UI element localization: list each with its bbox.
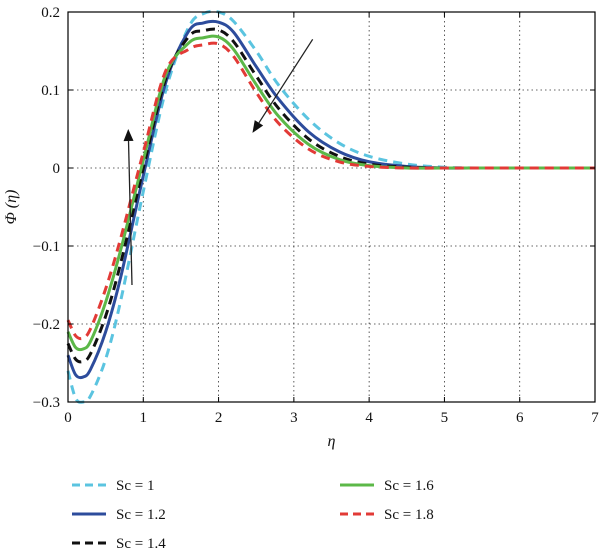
y-ticks: −0.3 −0.2 −0.1 0 0.1 0.2 [33, 5, 595, 411]
legend-label: Sc = 1.6 [384, 478, 434, 494]
x-tick-label: 4 [365, 410, 373, 426]
x-tick-label: 2 [215, 410, 223, 426]
x-tick-label: 5 [441, 410, 449, 426]
y-tick-label: −0.3 [33, 395, 60, 411]
y-axis-label: Φ (η) [3, 190, 20, 225]
legend-item: Sc = 1.8 [340, 507, 434, 523]
x-ticks: 0 1 2 3 4 5 6 7 [64, 12, 599, 426]
y-tick-label: 0.2 [41, 5, 60, 21]
x-tick-label: 1 [140, 410, 148, 426]
legend-label: Sc = 1.8 [384, 507, 434, 523]
y-tick-label: 0.1 [41, 83, 60, 99]
legend-label: Sc = 1.2 [116, 507, 166, 523]
series-lines [66, 9, 595, 404]
series-line-2 [66, 19, 595, 380]
legend: Sc = 1 Sc = 1.2 Sc = 1.4 Sc = 1.6 Sc = 1.8 [72, 478, 434, 552]
legend-item: Sc = 1 [72, 478, 154, 494]
x-axis-label: η [328, 433, 336, 450]
legend-item: Sc = 1.2 [72, 507, 166, 523]
legend-item: Sc = 1.4 [72, 536, 166, 552]
arrow-annotation-2 [252, 38, 314, 133]
series-line-4 [66, 34, 595, 352]
legend-label: Sc = 1 [116, 478, 154, 494]
y-tick-label: 0 [53, 161, 61, 177]
plot-frame [67, 11, 596, 403]
series-line-1 [66, 9, 595, 404]
y-tick-label: −0.2 [33, 317, 60, 333]
x-tick-label: 0 [64, 410, 72, 426]
x-tick-label: 6 [516, 410, 524, 426]
y-tick-label: −0.1 [33, 239, 60, 255]
series-line-3 [66, 27, 595, 364]
arrow-annotation-1 [123, 129, 134, 286]
grid [68, 12, 595, 402]
x-tick-label: 7 [591, 410, 599, 426]
series-line-5 [66, 41, 595, 341]
legend-label: Sc = 1.4 [116, 536, 166, 552]
x-tick-label: 3 [290, 410, 298, 426]
legend-item: Sc = 1.6 [340, 478, 434, 494]
annotations [123, 38, 314, 286]
